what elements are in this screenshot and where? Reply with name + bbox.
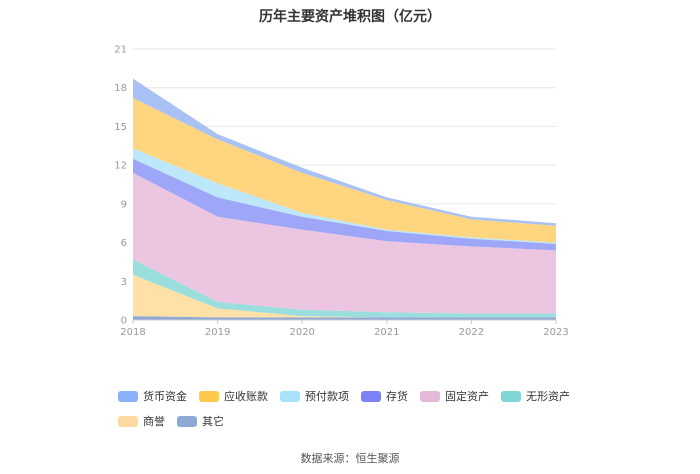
x-tick-label: 2021 xyxy=(374,327,399,338)
chart-title: 历年主要资产堆积图（亿元） xyxy=(259,9,441,25)
data-source: 数据来源：恒生聚源 xyxy=(300,452,400,465)
x-tick-label: 2019 xyxy=(205,327,230,338)
axes: 0 3 6 9 12 15 18 21 2018 2019 2020 2021 2022 2023 xyxy=(114,45,568,339)
legend: 货币资金 应收账款 预付款项 存货 固定资产 无形资产商誉 其它 xyxy=(118,388,598,429)
y-tick-label: 12 xyxy=(114,161,127,172)
legend-swatch xyxy=(501,390,521,402)
legend-swatch xyxy=(361,390,381,402)
legend-label: 存货 xyxy=(386,390,408,403)
legend-swatch xyxy=(118,390,138,402)
y-tick-label: 9 xyxy=(121,199,127,210)
y-tick-label: 0 xyxy=(121,316,127,327)
area-应收账款 xyxy=(133,98,556,243)
legend-swatch xyxy=(420,390,440,402)
area-其它 xyxy=(133,316,556,320)
y-tick-label: 3 xyxy=(121,277,127,288)
y-tick-label: 18 xyxy=(114,83,127,94)
legend-swatch xyxy=(177,415,197,427)
area-预付款项 xyxy=(133,148,556,244)
area-固定资产 xyxy=(133,172,556,314)
legend-label: 其它 xyxy=(202,415,224,428)
x-tick-label: 2022 xyxy=(459,327,484,338)
legend-item[interactable]: 商誉 xyxy=(118,413,165,429)
x-tick-label: 2020 xyxy=(289,327,314,338)
legend-item[interactable]: 其它 xyxy=(177,413,224,429)
y-tick-label: 6 xyxy=(121,238,127,249)
y-tick-label: 15 xyxy=(114,122,127,133)
legend-item[interactable]: 存货 xyxy=(361,388,408,404)
stacked-area-chart: 0 3 6 9 12 15 18 21 2018 2019 2020 2021 2022 2023 xyxy=(114,45,568,339)
legend-label: 商誉 xyxy=(143,415,165,428)
legend-swatch xyxy=(280,390,300,402)
legend-label: 固定资产 xyxy=(445,390,489,403)
legend-item[interactable]: 固定资产 xyxy=(420,388,489,404)
legend-label: 预付款项 xyxy=(305,390,349,403)
x-tick-label: 2018 xyxy=(120,327,145,338)
area-商誉 xyxy=(133,274,556,318)
area-series xyxy=(133,78,556,320)
legend-label: 货币资金 xyxy=(143,390,187,403)
legend-item[interactable]: 应收账款 xyxy=(199,388,268,404)
legend-label: 无形资产 xyxy=(526,390,570,403)
y-tick-label: 21 xyxy=(114,45,127,56)
legend-item[interactable]: 无形资产 xyxy=(501,388,570,404)
legend-item[interactable]: 预付款项 xyxy=(280,388,349,404)
legend-swatch xyxy=(118,415,138,427)
legend-swatch xyxy=(199,390,219,402)
legend-item[interactable]: 货币资金 xyxy=(118,388,187,404)
area-存货 xyxy=(133,158,556,251)
legend-label: 应收账款 xyxy=(224,390,268,403)
x-tick-label: 2023 xyxy=(543,327,568,338)
